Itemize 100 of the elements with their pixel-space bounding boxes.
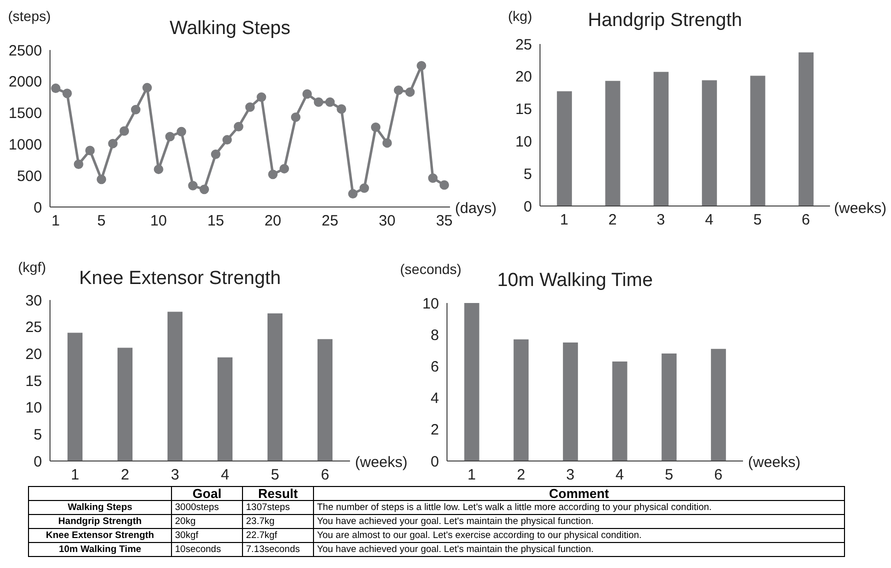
bar <box>556 91 572 206</box>
x-tick-label: 1 <box>467 466 476 484</box>
x-axis-title: (weeks) <box>834 200 887 217</box>
bar <box>118 348 132 461</box>
point <box>428 173 438 183</box>
point <box>234 122 244 132</box>
x-axis-title: (weeks) <box>748 454 801 471</box>
point <box>222 135 232 145</box>
point <box>74 160 84 170</box>
y-tick-label: 10 <box>25 400 42 417</box>
point <box>200 184 210 194</box>
y-tick-label: 2500 <box>8 42 42 60</box>
x-tick-label: 6 <box>714 466 723 484</box>
y-tick-label: 1500 <box>8 105 42 122</box>
text: The number of steps is a little low. Let's walk a little more according to your physical condition. <box>314 500 844 514</box>
x-axis-title: (weeks) <box>355 454 408 471</box>
bar <box>514 339 529 461</box>
y-tick-label: 5 <box>34 426 42 444</box>
point <box>290 112 300 122</box>
bar <box>612 361 628 461</box>
text: 10seconds <box>172 542 242 556</box>
bar <box>750 76 766 206</box>
text: 23.7kg <box>242 514 314 528</box>
point <box>394 85 404 95</box>
bar <box>464 303 480 461</box>
point <box>370 122 380 132</box>
text: Walking Steps <box>28 500 172 514</box>
point <box>268 170 278 180</box>
text: Comment <box>314 486 844 501</box>
x-tick-label: 4 <box>220 466 230 484</box>
y-tick-label: 25 <box>25 319 42 336</box>
text: You are almost to our goal. Let's exercise according to our physical condition. <box>314 528 844 542</box>
bar <box>562 342 578 461</box>
point <box>188 180 198 190</box>
y-tick-label: 25 <box>515 36 532 54</box>
x-tick-label: 5 <box>753 212 762 229</box>
text: 3000steps <box>172 500 242 514</box>
point <box>210 150 220 159</box>
y-tick-label: 15 <box>515 101 532 118</box>
text: Goal <box>172 486 242 501</box>
y-tick-label: 30 <box>25 292 42 310</box>
x-tick-label: 15 <box>207 212 224 230</box>
point <box>405 87 415 97</box>
x-tick-label: 35 <box>436 212 453 230</box>
bar <box>798 52 814 206</box>
x-tick-label: 1 <box>560 212 568 229</box>
y-tick-label: 500 <box>16 168 42 185</box>
x-tick-label: 2 <box>120 466 130 484</box>
x-tick-label: 30 <box>378 212 396 230</box>
point <box>85 146 95 156</box>
y-tick-label: 0 <box>34 199 42 216</box>
text: 7.13seconds <box>242 542 314 556</box>
y-axis-title: (seconds) <box>400 261 462 277</box>
x-tick-label: 5 <box>270 466 280 484</box>
point <box>165 132 175 142</box>
x-tick-label: 1 <box>70 466 80 484</box>
point <box>314 97 324 107</box>
point <box>325 97 335 107</box>
point <box>120 126 130 136</box>
x-tick-label: 6 <box>802 212 810 229</box>
x-tick-label: 20 <box>264 212 282 230</box>
y-tick-label: 2 <box>430 422 439 439</box>
x-tick-label: 2 <box>608 212 617 229</box>
point <box>256 92 266 102</box>
bar <box>662 354 677 461</box>
bar <box>654 72 669 206</box>
point <box>142 82 152 92</box>
point <box>416 60 426 70</box>
text: 10m Walking Time <box>28 542 172 556</box>
chart-title: Handgrip Strength <box>588 10 742 31</box>
text: Result <box>242 486 314 501</box>
point <box>62 88 72 98</box>
point <box>176 126 186 136</box>
point <box>154 164 164 174</box>
x-axis-title: (days) <box>455 200 497 217</box>
x-tick-label: 5 <box>664 466 674 484</box>
bar <box>605 80 620 206</box>
point <box>245 102 255 112</box>
y-tick-label: 20 <box>515 68 532 86</box>
text: Handgrip Strength <box>28 514 172 528</box>
chart-title: Walking Steps <box>170 18 290 39</box>
y-tick-label: 10 <box>515 134 532 151</box>
bar <box>268 313 282 461</box>
text: You have achieved your goal. Let's maintain the physical function. <box>314 542 844 556</box>
chart-title: Knee Extensor Strength <box>79 268 281 289</box>
y-tick-label: 6 <box>430 358 439 376</box>
x-tick-label: 10 <box>150 212 167 230</box>
bar <box>68 332 82 461</box>
point <box>360 183 370 193</box>
y-tick-label: 4 <box>430 390 439 408</box>
text: 30kgf <box>172 528 242 542</box>
y-tick-label: 8 <box>430 326 439 344</box>
y-tick-label: 0 <box>34 453 42 470</box>
y-tick-label: 5 <box>524 166 532 183</box>
y-tick-label: 2000 <box>8 74 42 91</box>
x-tick-label: 4 <box>704 212 714 229</box>
text: Knee Extensor Strength <box>28 528 172 542</box>
y-tick-label: 15 <box>25 372 42 390</box>
bar <box>702 80 717 206</box>
x-tick-label: 1 <box>52 212 60 230</box>
